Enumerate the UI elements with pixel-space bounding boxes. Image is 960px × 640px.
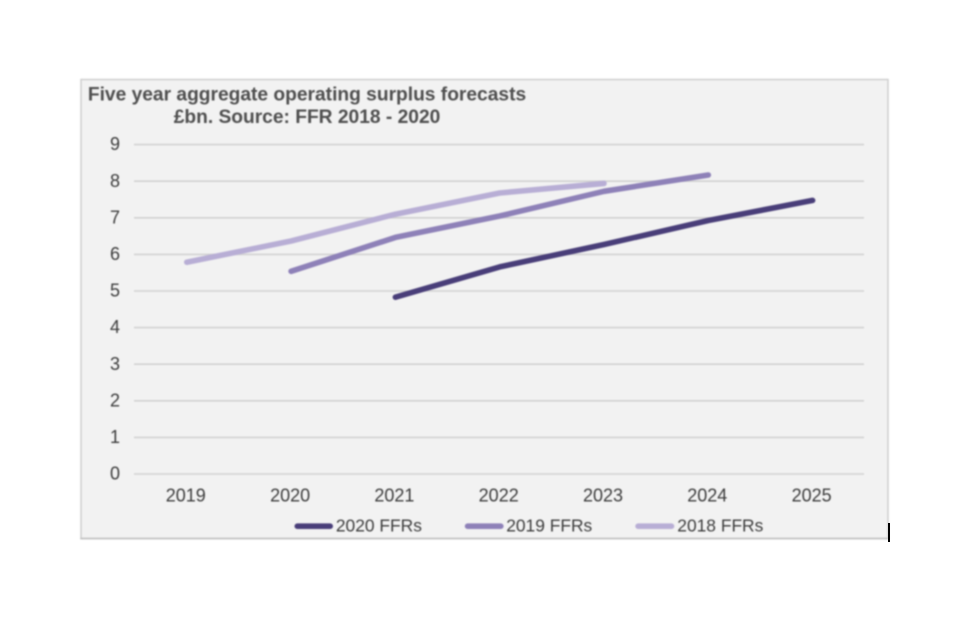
svg-text:9: 9 — [110, 134, 120, 154]
svg-text:6: 6 — [110, 244, 120, 264]
svg-text:2022: 2022 — [479, 486, 519, 506]
svg-text:2019: 2019 — [166, 486, 206, 506]
svg-text:2024: 2024 — [687, 486, 727, 506]
svg-text:8: 8 — [110, 171, 120, 191]
svg-text:2020 FFRs: 2020 FFRs — [336, 515, 422, 535]
svg-text:Five year aggregate operating: Five year aggregate operating surplus fo… — [88, 85, 526, 106]
svg-text:1: 1 — [110, 427, 120, 447]
svg-text:0: 0 — [110, 464, 120, 484]
svg-text:2021: 2021 — [374, 486, 414, 506]
svg-text:£bn. Source: FFR 2018 - 2020: £bn. Source: FFR 2018 - 2020 — [174, 107, 441, 128]
svg-text:2020: 2020 — [270, 486, 310, 506]
svg-text:7: 7 — [110, 207, 120, 227]
svg-text:2: 2 — [110, 390, 120, 410]
svg-text:4: 4 — [110, 317, 120, 337]
svg-text:2019 FFRs: 2019 FFRs — [506, 515, 592, 535]
svg-text:3: 3 — [110, 354, 120, 374]
svg-text:2025: 2025 — [792, 486, 832, 506]
svg-text:5: 5 — [110, 281, 120, 301]
svg-text:2018 FFRs: 2018 FFRs — [677, 515, 763, 535]
svg-text:2023: 2023 — [583, 486, 623, 506]
